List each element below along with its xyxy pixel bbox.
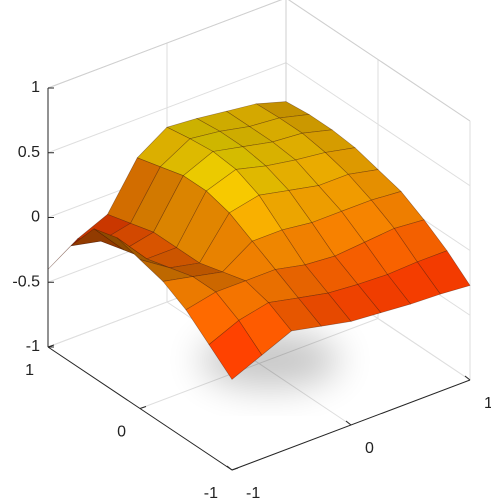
z-tick-label: -0.5 bbox=[12, 273, 40, 290]
x-tick-label: 0 bbox=[365, 440, 374, 457]
tick-mark bbox=[231, 467, 239, 471]
z-tick-label: 0.5 bbox=[18, 144, 40, 161]
z-tick-label: 0 bbox=[31, 209, 40, 226]
tick-mark bbox=[464, 375, 471, 381]
box-edge bbox=[288, 0, 471, 122]
z-tick-label: -1 bbox=[26, 338, 40, 355]
y-tick-label: 0 bbox=[117, 424, 126, 441]
tick-labels: -1 -0.5 0 0.5 1 -1 0 1 -1 0 1 bbox=[12, 79, 491, 502]
x-tick-label: 1 bbox=[484, 395, 491, 412]
surface-patch bbox=[166, 118, 221, 140]
surface bbox=[47, 101, 471, 380]
tick-mark bbox=[47, 344, 55, 348]
tick-mark bbox=[226, 465, 233, 471]
surface-patch bbox=[162, 276, 217, 311]
box-edge bbox=[47, 0, 283, 89]
y-tick-label: -1 bbox=[204, 485, 218, 502]
x-tick-label: -1 bbox=[246, 485, 260, 502]
surface-patch bbox=[176, 190, 230, 264]
z-tick-label: 1 bbox=[31, 79, 40, 96]
y-tick-label: 1 bbox=[25, 362, 34, 379]
surface-patch bbox=[208, 319, 263, 380]
surface-patch bbox=[70, 228, 124, 251]
surface-patch bbox=[116, 237, 170, 269]
surface-patch bbox=[130, 166, 184, 233]
tick-mark bbox=[345, 420, 352, 426]
tick-mark bbox=[139, 406, 147, 409]
